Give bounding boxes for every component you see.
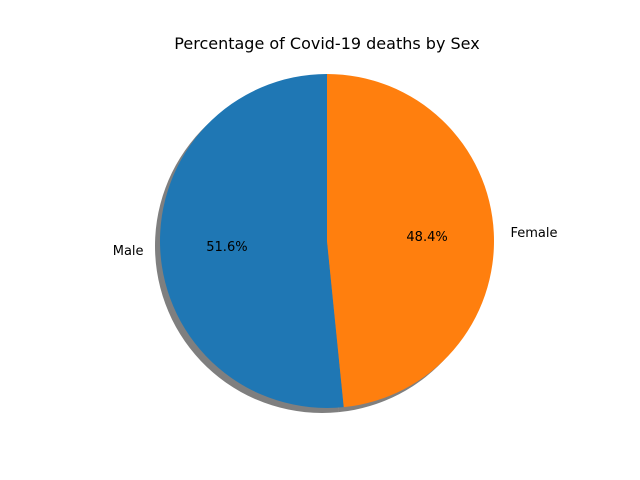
slice-percent-female: 48.4% — [406, 230, 447, 245]
slice-label-female: Female — [510, 226, 557, 241]
pie-wedges — [160, 74, 495, 408]
slice-percent-male: 51.6% — [206, 240, 247, 255]
pie-labels: Male 51.6% Female 48.4% — [113, 226, 558, 259]
slice-label-male: Male — [113, 244, 144, 259]
chart-title: Percentage of Covid-19 deaths by Sex — [174, 34, 479, 53]
pie-slice-male — [160, 74, 344, 408]
pie-slice-female — [327, 74, 495, 408]
